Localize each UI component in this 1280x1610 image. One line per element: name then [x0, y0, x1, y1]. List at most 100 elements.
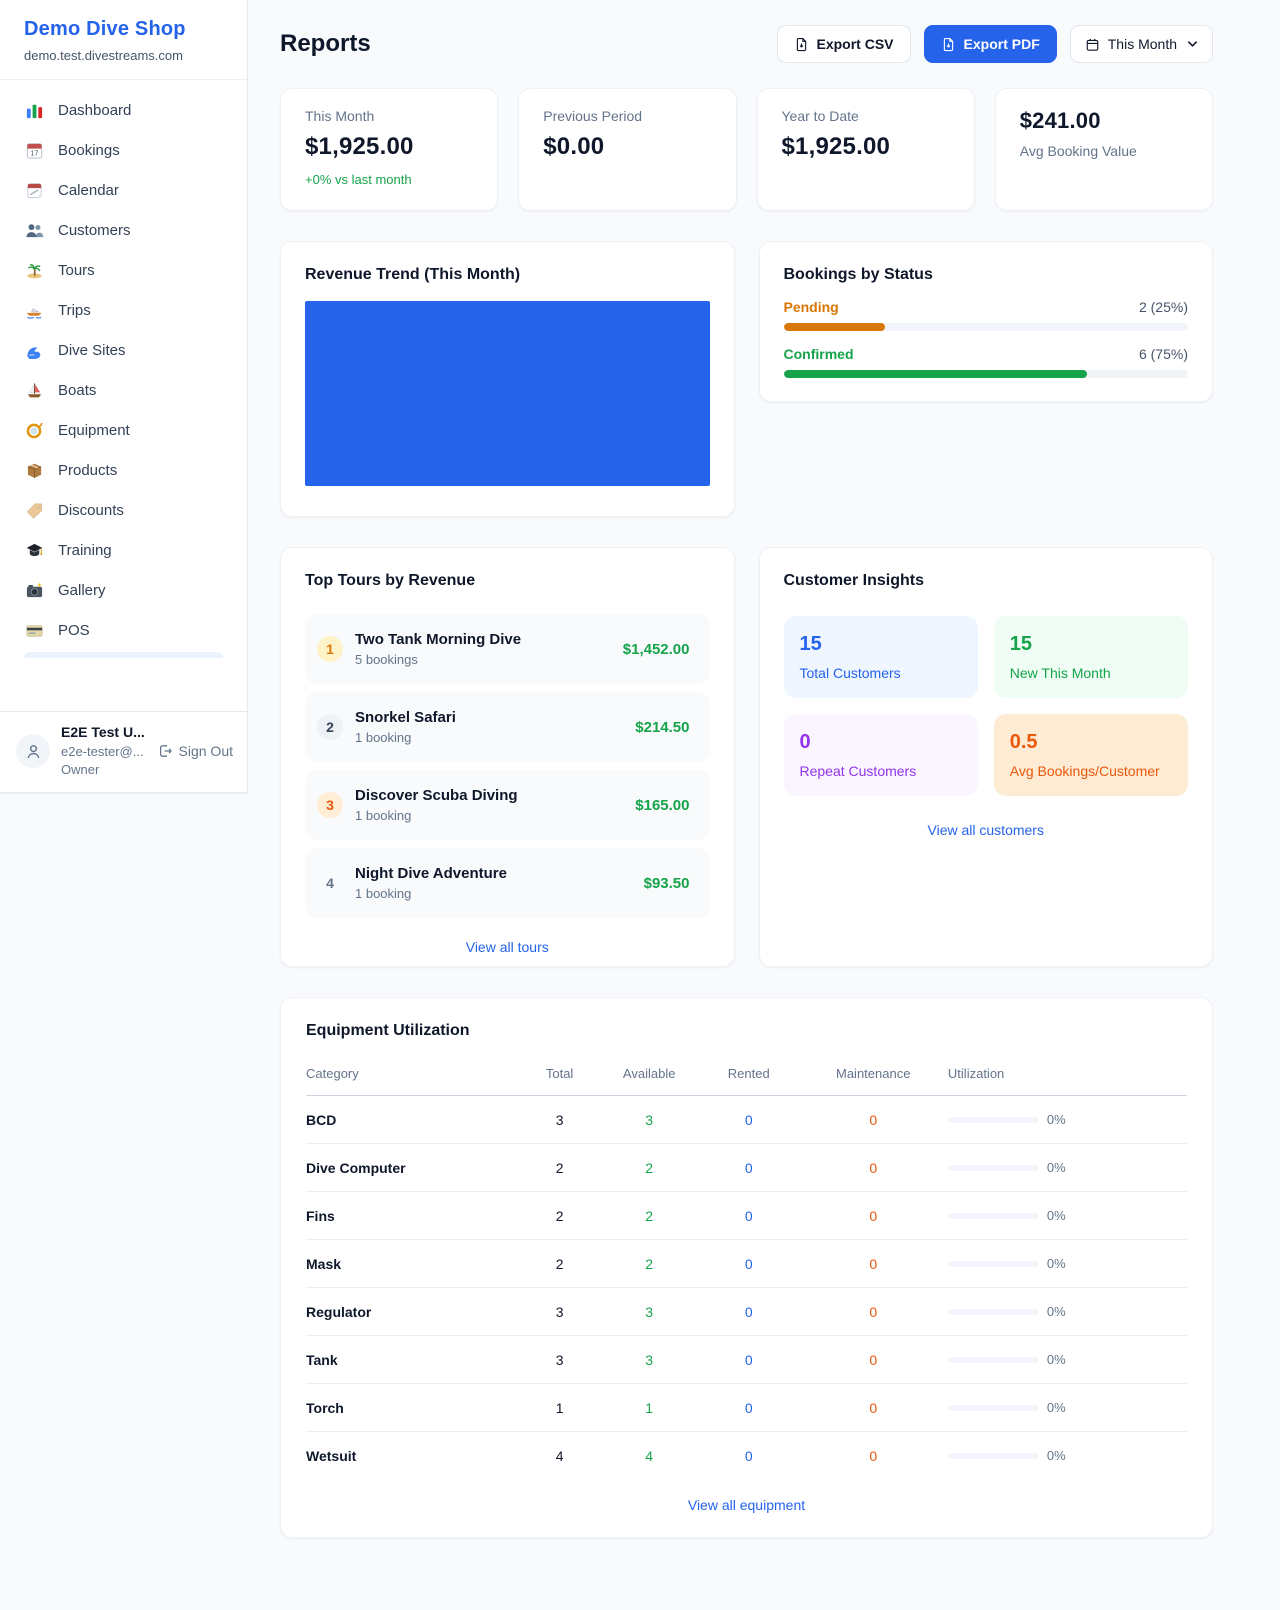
sign-out-label: Sign Out — [178, 743, 233, 759]
stat-value: $1,925.00 — [305, 133, 414, 160]
export-pdf-button[interactable]: Export PDF — [923, 25, 1057, 63]
customers-icon — [24, 220, 44, 240]
tour-name: Night Dive Adventure — [355, 865, 507, 882]
panel-title: Top Tours by Revenue — [305, 572, 476, 589]
sidebar-item-products[interactable]: Products — [12, 450, 235, 490]
utilization-pct: 0% — [1046, 1352, 1066, 1367]
category-cell: Fins — [306, 1191, 520, 1240]
category-cell: Wetsuit — [306, 1447, 357, 1464]
utilization-cell: 0% — [947, 1143, 1187, 1192]
sidebar-item-pos[interactable]: POS — [12, 610, 235, 650]
stat-value: $1,925.00 — [781, 133, 891, 160]
view-all-customers-link[interactable]: View all customers — [927, 822, 1044, 838]
dive-sites-icon — [24, 340, 44, 360]
available-cell: 3 — [599, 1287, 699, 1336]
sidebar-item-tours[interactable]: Tours — [12, 250, 235, 290]
top-tours-panel: Top Tours by Revenue 1 Two Tank Morning … — [280, 547, 735, 967]
stat-value: $241.00 — [1019, 108, 1101, 133]
sidebar-item-dive-sites[interactable]: Dive Sites — [12, 330, 235, 370]
utilization-cell: 0% — [947, 1095, 1187, 1144]
total-cell: 2 — [519, 1143, 600, 1192]
tour-name: Snorkel Safari — [355, 709, 456, 726]
utilization-bar-track — [947, 1164, 1038, 1171]
sidebar-item-trips[interactable]: Trips — [12, 290, 235, 330]
tour-bookings: 1 booking — [355, 886, 412, 901]
sidebar-item-dashboard[interactable]: Dashboard — [12, 90, 235, 130]
sidebar-item-boats[interactable]: Boats — [12, 370, 235, 410]
utilization-bar-track — [947, 1212, 1038, 1219]
total-cell: 3 — [519, 1335, 600, 1384]
utilization-cell: 0% — [947, 1432, 1187, 1480]
tile-value: 15 — [1009, 633, 1032, 655]
sidebar-item-discounts[interactable]: Discounts — [12, 490, 235, 530]
user-meta: E2E Test U... e2e-tester@... Owner — [61, 724, 146, 778]
status-bar-fill — [783, 370, 1087, 378]
sidebar-item-customers[interactable]: Customers — [12, 210, 235, 250]
sidebar-nav: Dashboard 17 Bookings Calendar Customers… — [0, 80, 247, 711]
available-cell: 3 — [599, 1095, 699, 1144]
stat-card-previous-period: Previous Period $0.00 — [518, 88, 737, 211]
sidebar-item-equipment[interactable]: Equipment — [12, 410, 235, 450]
tour-revenue: $165.00 — [635, 796, 690, 814]
rented-cell: 0 — [699, 1239, 799, 1288]
utilization-cell: 0% — [947, 1239, 1187, 1288]
list-item-tour: 4 Night Dive Adventure 1 booking $93.50 — [305, 848, 710, 918]
maintenance-cell: 0 — [798, 1191, 948, 1240]
table-row: Tank 3 3 0 0 0% — [306, 1335, 1187, 1384]
equipment-icon — [24, 420, 44, 440]
sidebar-item-reports-partial[interactable] — [24, 652, 223, 658]
bookings-by-status-panel: Bookings by Status Pending 2 (25%) Confi… — [758, 241, 1213, 402]
category-cell: Torch — [306, 1383, 520, 1432]
category-cell: Dive Computer — [306, 1143, 520, 1192]
sidebar-item-bookings[interactable]: 17 Bookings — [12, 130, 235, 170]
tile-label: Repeat Customers — [799, 763, 917, 779]
bookings-icon: 17 — [24, 140, 44, 160]
rented-cell: 0 — [699, 1095, 799, 1144]
insight-tile-repeat-customers: 0 Repeat Customers — [783, 714, 978, 796]
revenue-trend-panel: Revenue Trend (This Month) — [280, 241, 735, 517]
utilization-pct: 0% — [1046, 1160, 1066, 1175]
revenue-trend-chart — [305, 301, 710, 486]
page-header: Reports Export CSV Export PDF This Month — [280, 24, 1213, 64]
sidebar-item-calendar[interactable]: Calendar — [12, 170, 235, 210]
list-item-tour: 1 Two Tank Morning Dive 5 bookings $1,45… — [305, 614, 710, 684]
tour-revenue: $214.50 — [635, 718, 690, 736]
sidebar-item-label: Gallery — [58, 581, 106, 599]
stat-value: $0.00 — [543, 133, 605, 160]
tour-bookings: 1 booking — [355, 808, 412, 823]
utilization-pct: 0% — [1046, 1256, 1066, 1271]
column-header-utilization: Utilization — [947, 1056, 1187, 1096]
table-header-row: Category Total Available Rented Maintena… — [306, 1056, 1187, 1096]
sidebar-item-gallery[interactable]: Gallery — [12, 570, 235, 610]
discounts-icon — [24, 500, 44, 520]
training-icon — [24, 540, 44, 560]
total-cell: 2 — [519, 1239, 600, 1288]
utilization-cell: 0% — [947, 1191, 1187, 1240]
table-row: Regulator 3 3 0 0 0% — [306, 1287, 1187, 1336]
customer-insights-panel: Customer Insights 15 Total Customers 15 … — [758, 547, 1213, 967]
export-csv-button[interactable]: Export CSV — [776, 25, 911, 63]
sidebar-item-training[interactable]: Training — [12, 530, 235, 570]
view-all-tours-link[interactable]: View all tours — [465, 939, 549, 955]
period-select[interactable]: This Month — [1069, 25, 1213, 63]
sign-out-button[interactable]: Sign Out — [157, 743, 233, 759]
sidebar-item-label: Discounts — [58, 501, 124, 519]
sidebar-item-label: Training — [58, 541, 112, 559]
export-csv-label: Export CSV — [816, 36, 894, 52]
tour-name: Two Tank Morning Dive — [355, 631, 522, 648]
list-item-tour: 2 Snorkel Safari 1 booking $214.50 — [305, 692, 710, 762]
calendar-outline-icon — [1086, 38, 1099, 51]
trips-icon — [24, 300, 44, 320]
utilization-bar-track — [947, 1308, 1038, 1315]
utilization-bar-track — [947, 1116, 1038, 1123]
panel-title: Bookings by Status — [783, 266, 933, 283]
column-header-maintenance: Maintenance — [798, 1056, 948, 1096]
stat-card-avg-booking-value: $241.00 Avg Booking Value — [994, 88, 1213, 211]
utilization-pct: 0% — [1046, 1208, 1066, 1223]
avatar — [16, 734, 50, 768]
insight-tile-new-this-month: 15 New This Month — [993, 616, 1188, 698]
view-all-equipment-link[interactable]: View all equipment — [687, 1496, 806, 1513]
period-select-value: This Month — [1107, 36, 1177, 52]
total-cell: 1 — [519, 1383, 600, 1432]
